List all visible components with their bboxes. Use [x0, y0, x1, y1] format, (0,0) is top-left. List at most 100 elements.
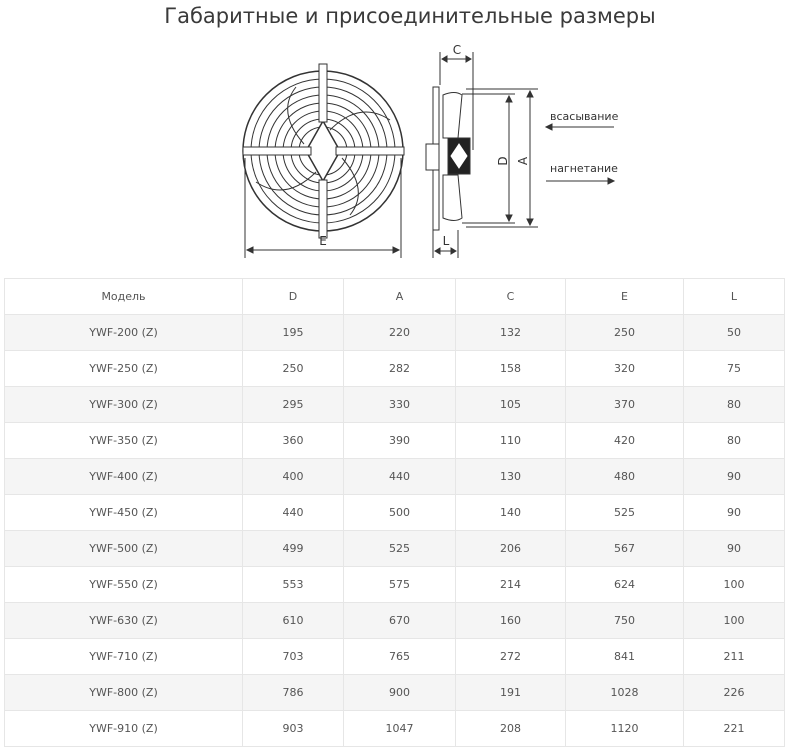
table-row: YWF-550 (Z) 553 575 214 624 100: [4, 566, 785, 603]
dimension-cell: 105: [455, 386, 566, 423]
dimension-cell: 360: [242, 422, 344, 459]
dimension-cell: 765: [343, 638, 456, 675]
dimension-cell: 195: [242, 314, 344, 351]
dimension-cell: 624: [565, 566, 684, 603]
discharge-label: нагнетание: [550, 162, 618, 175]
dimension-cell: 250: [242, 350, 344, 387]
dimension-l: L: [432, 230, 459, 258]
dimension-cell: 480: [565, 458, 684, 495]
table-row: YWF-200 (Z) 195 220 132 250 50: [4, 314, 785, 351]
dimension-cell: 575: [343, 566, 456, 603]
fan-side-view: [425, 86, 471, 231]
fan-front-view: [242, 63, 405, 239]
dimension-cell: 750: [565, 602, 684, 639]
model-cell: YWF-630 (Z): [4, 602, 243, 639]
dimension-cell: 553: [242, 566, 344, 603]
label-c: C: [453, 43, 461, 57]
dimension-cell: 100: [683, 602, 785, 639]
dimension-cell: 390: [343, 422, 456, 459]
table-row: YWF-250 (Z) 250 282 158 320 75: [4, 350, 785, 387]
dimension-cell: 903: [242, 710, 344, 747]
model-cell: YWF-910 (Z): [4, 710, 243, 747]
column-header: E: [565, 278, 684, 315]
column-header: L: [683, 278, 785, 315]
dimension-cell: 80: [683, 386, 785, 423]
model-cell: YWF-200 (Z): [4, 314, 243, 351]
label-e: E: [319, 234, 327, 248]
dimension-cell: 158: [455, 350, 566, 387]
dimension-cell: 841: [565, 638, 684, 675]
label-l: L: [443, 234, 450, 248]
column-header: D: [242, 278, 344, 315]
dimension-cell: 214: [455, 566, 566, 603]
column-header: C: [455, 278, 566, 315]
dimension-cell: 282: [343, 350, 456, 387]
dimension-cell: 525: [343, 530, 456, 567]
dimension-cell: 80: [683, 422, 785, 459]
dimension-cell: 90: [683, 530, 785, 567]
table-row: YWF-910 (Z) 903 1047 208 1120 221: [4, 710, 785, 747]
dimension-cell: 272: [455, 638, 566, 675]
dimension-cell: 160: [455, 602, 566, 639]
dimension-cell: 440: [343, 458, 456, 495]
dimension-cell: 786: [242, 674, 344, 711]
table-row: YWF-500 (Z) 499 525 206 567 90: [4, 530, 785, 567]
dimension-cell: 90: [683, 494, 785, 531]
fan-dimension-diagram: E C D A L всасывание нагнетание: [242, 43, 619, 258]
dimension-cell: 221: [683, 710, 785, 747]
dimension-cell: 220: [343, 314, 456, 351]
dimension-cell: 1120: [565, 710, 684, 747]
dimension-cell: 132: [455, 314, 566, 351]
dimension-cell: 250: [565, 314, 684, 351]
label-a: A: [516, 156, 530, 165]
dimension-cell: 295: [242, 386, 344, 423]
suction-label: всасывание: [550, 110, 619, 123]
dimension-d-a: D A: [462, 88, 538, 228]
dimension-cell: 50: [683, 314, 785, 351]
dimension-cell: 226: [683, 674, 785, 711]
dimension-cell: 191: [455, 674, 566, 711]
label-d: D: [496, 156, 510, 165]
model-cell: YWF-710 (Z): [4, 638, 243, 675]
dimension-cell: 900: [343, 674, 456, 711]
model-cell: YWF-350 (Z): [4, 422, 243, 459]
dimension-cell: 1047: [343, 710, 456, 747]
table-row: YWF-300 (Z) 295 330 105 370 80: [4, 386, 785, 423]
model-cell: YWF-500 (Z): [4, 530, 243, 567]
model-cell: YWF-450 (Z): [4, 494, 243, 531]
page-title: Габаритные и присоединительные размеры: [164, 4, 656, 28]
dimension-cell: 500: [343, 494, 456, 531]
table-row: YWF-350 (Z) 360 390 110 420 80: [4, 422, 785, 459]
dimension-cell: 140: [455, 494, 566, 531]
dimension-cell: 206: [455, 530, 566, 567]
column-header: A: [343, 278, 456, 315]
dimension-cell: 100: [683, 566, 785, 603]
dimension-cell: 208: [455, 710, 566, 747]
dimension-cell: 1028: [565, 674, 684, 711]
table-row: YWF-710 (Z) 703 765 272 841 211: [4, 638, 785, 675]
model-cell: YWF-250 (Z): [4, 350, 243, 387]
dimension-cell: 211: [683, 638, 785, 675]
dimension-cell: 525: [565, 494, 684, 531]
dimension-cell: 75: [683, 350, 785, 387]
dimension-cell: 320: [565, 350, 684, 387]
table-row: YWF-630 (Z) 610 670 160 750 100: [4, 602, 785, 639]
dimension-cell: 610: [242, 602, 344, 639]
dimensions-table: Модель D A C E L YWF-200 (Z) 195 220 132 250 50 YWF…: [4, 278, 785, 747]
table-row: YWF-400 (Z) 400 440 130 480 90: [4, 458, 785, 495]
model-cell: YWF-800 (Z): [4, 674, 243, 711]
dimension-cell: 703: [242, 638, 344, 675]
dimension-cell: 90: [683, 458, 785, 495]
column-header: Модель: [4, 278, 243, 315]
dimension-cell: 110: [455, 422, 566, 459]
dimension-cell: 420: [565, 422, 684, 459]
dimension-cell: 567: [565, 530, 684, 567]
dimension-cell: 670: [343, 602, 456, 639]
model-cell: YWF-550 (Z): [4, 566, 243, 603]
table-row: YWF-800 (Z) 786 900 191 1028 226: [4, 674, 785, 711]
table-row: YWF-450 (Z) 440 500 140 525 90: [4, 494, 785, 531]
dimension-cell: 370: [565, 386, 684, 423]
dimension-cell: 400: [242, 458, 344, 495]
model-cell: YWF-300 (Z): [4, 386, 243, 423]
table-header-row: Модель D A C E L: [4, 278, 785, 315]
